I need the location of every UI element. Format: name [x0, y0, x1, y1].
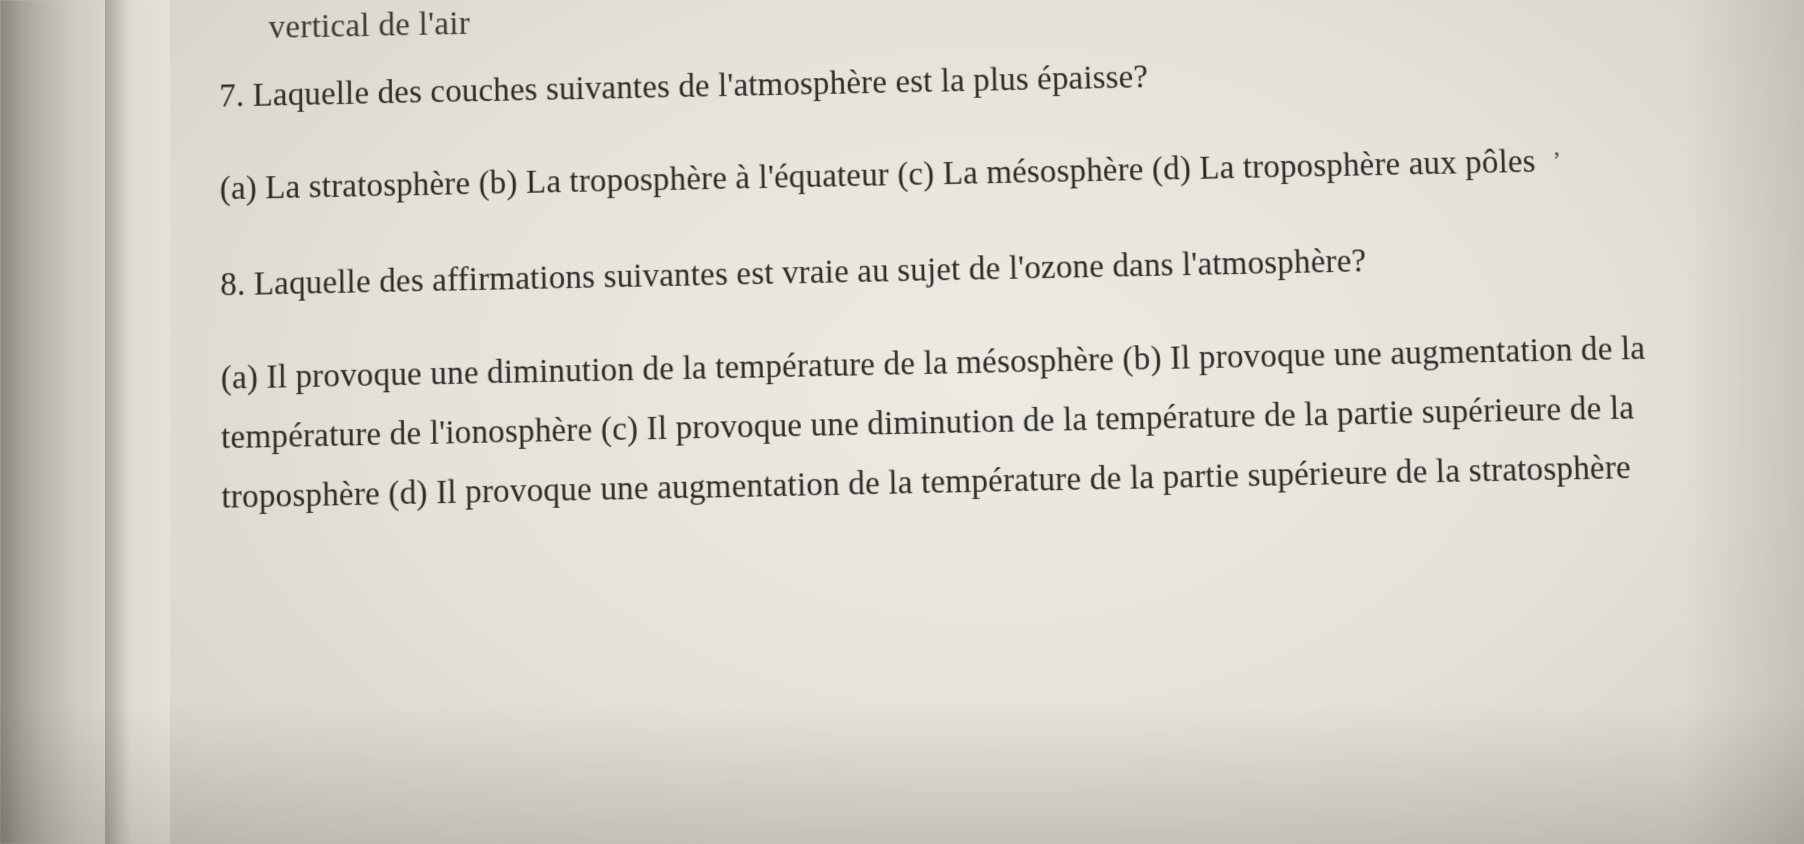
question-7-text: 7. Laquelle des couches suivantes de l'a…: [219, 37, 1686, 126]
page-content: vertical de l'air 7. Laquelle des couche…: [219, 0, 1785, 527]
question-7-options: (a) La stratosphère (b) La troposphère à…: [220, 129, 1690, 218]
question-8-options: (a) Il provoque une diminution de la tem…: [221, 319, 1701, 528]
page-binding-shadow: [0, 0, 170, 844]
vignette-bottom: [0, 704, 1804, 844]
question-8-text: 8. Laquelle des affirmations suivantes e…: [220, 226, 1693, 316]
stray-tick-mark: ʼ: [1549, 138, 1564, 184]
page-crease: [105, 0, 133, 844]
question-7-options-text: (a) La stratosphère (b) La troposphère à…: [220, 144, 1537, 207]
